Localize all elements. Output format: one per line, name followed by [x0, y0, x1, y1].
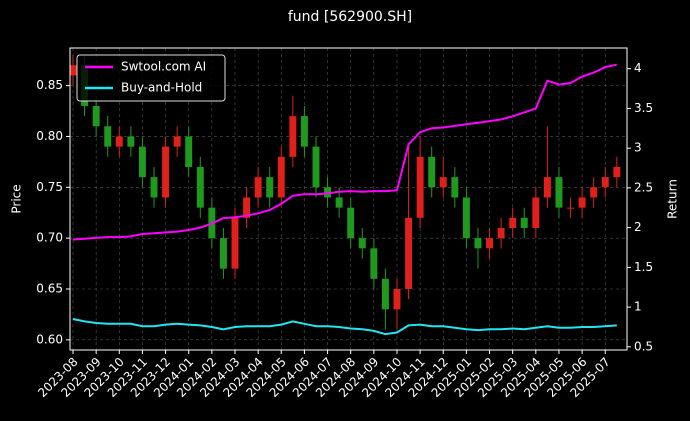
candle-body — [613, 166, 621, 178]
candle-body — [405, 217, 413, 289]
candle-body — [150, 177, 158, 198]
candle-body — [486, 238, 494, 249]
legend-label: Buy-and-Hold — [121, 81, 202, 95]
candle-body — [138, 146, 146, 178]
candle-body — [231, 217, 239, 269]
y2-tick-label: 2 — [634, 220, 642, 234]
y2-tick-label: 4 — [634, 61, 642, 75]
candle-body — [601, 177, 609, 188]
y-tick-label: 0.60 — [36, 332, 63, 346]
legend: Swtool.com AI Buy-and-Hold — [76, 54, 226, 102]
candle-body — [381, 278, 389, 310]
candle-body — [578, 197, 586, 208]
candle-body — [277, 156, 285, 198]
candle-body — [474, 238, 482, 249]
y2-tick-label: 1.5 — [634, 260, 653, 274]
candle-body — [567, 207, 575, 209]
candle-body — [509, 217, 517, 228]
candle-body — [92, 105, 100, 127]
y2-axis-label: Return — [666, 179, 680, 219]
y-tick-label: 0.65 — [36, 281, 63, 295]
candle-body — [127, 136, 135, 147]
candle-body — [173, 136, 181, 147]
y-tick-label: 0.70 — [36, 231, 63, 245]
candle-body — [243, 197, 251, 218]
chart-title: fund [562900.SH] — [288, 9, 412, 25]
candle-body — [312, 146, 320, 188]
y2-tick-label: 0.5 — [634, 339, 653, 353]
candle-body — [347, 207, 355, 239]
candle-body — [219, 238, 227, 269]
candle-body — [497, 227, 505, 239]
legend-label: Swtool.com AI — [121, 60, 206, 74]
candle-body — [69, 65, 77, 76]
y2-tick-label: 1 — [634, 300, 642, 314]
candle-body — [266, 177, 274, 198]
y-axis-label: Price — [10, 184, 24, 213]
y-tick-label: 0.80 — [36, 129, 63, 143]
series-line — [72, 318, 617, 336]
candle-body — [370, 248, 378, 279]
candle-body — [254, 177, 262, 198]
series-line — [72, 63, 618, 241]
y2-tick-label: 3 — [634, 141, 642, 155]
candle-body — [439, 177, 447, 188]
candle-body — [115, 136, 123, 147]
candle-body — [428, 156, 436, 188]
legend-box — [76, 54, 226, 102]
candle-body — [196, 166, 204, 208]
candle-body — [162, 146, 170, 198]
candle-body — [324, 187, 332, 198]
candle-body — [520, 217, 528, 228]
candle-body — [451, 177, 459, 198]
candle-body — [543, 177, 551, 198]
candle-body — [416, 156, 424, 218]
candle-body — [289, 116, 297, 157]
candle-body — [462, 197, 470, 239]
candle-body — [590, 187, 598, 198]
y2-tick-label: 2.5 — [634, 180, 653, 194]
plot-frame — [69, 47, 628, 351]
y-tick-label: 0.75 — [36, 180, 63, 194]
candle-body — [335, 197, 343, 208]
candle-body — [358, 238, 366, 249]
candle-body — [300, 116, 308, 147]
y2-tick-label: 3.5 — [634, 101, 653, 115]
candle-body — [185, 136, 193, 167]
candle-body — [393, 288, 401, 310]
y-tick-label: 0.85 — [36, 78, 63, 92]
candle-body — [532, 197, 540, 228]
candle-body — [104, 126, 112, 147]
candle-body — [555, 177, 563, 208]
